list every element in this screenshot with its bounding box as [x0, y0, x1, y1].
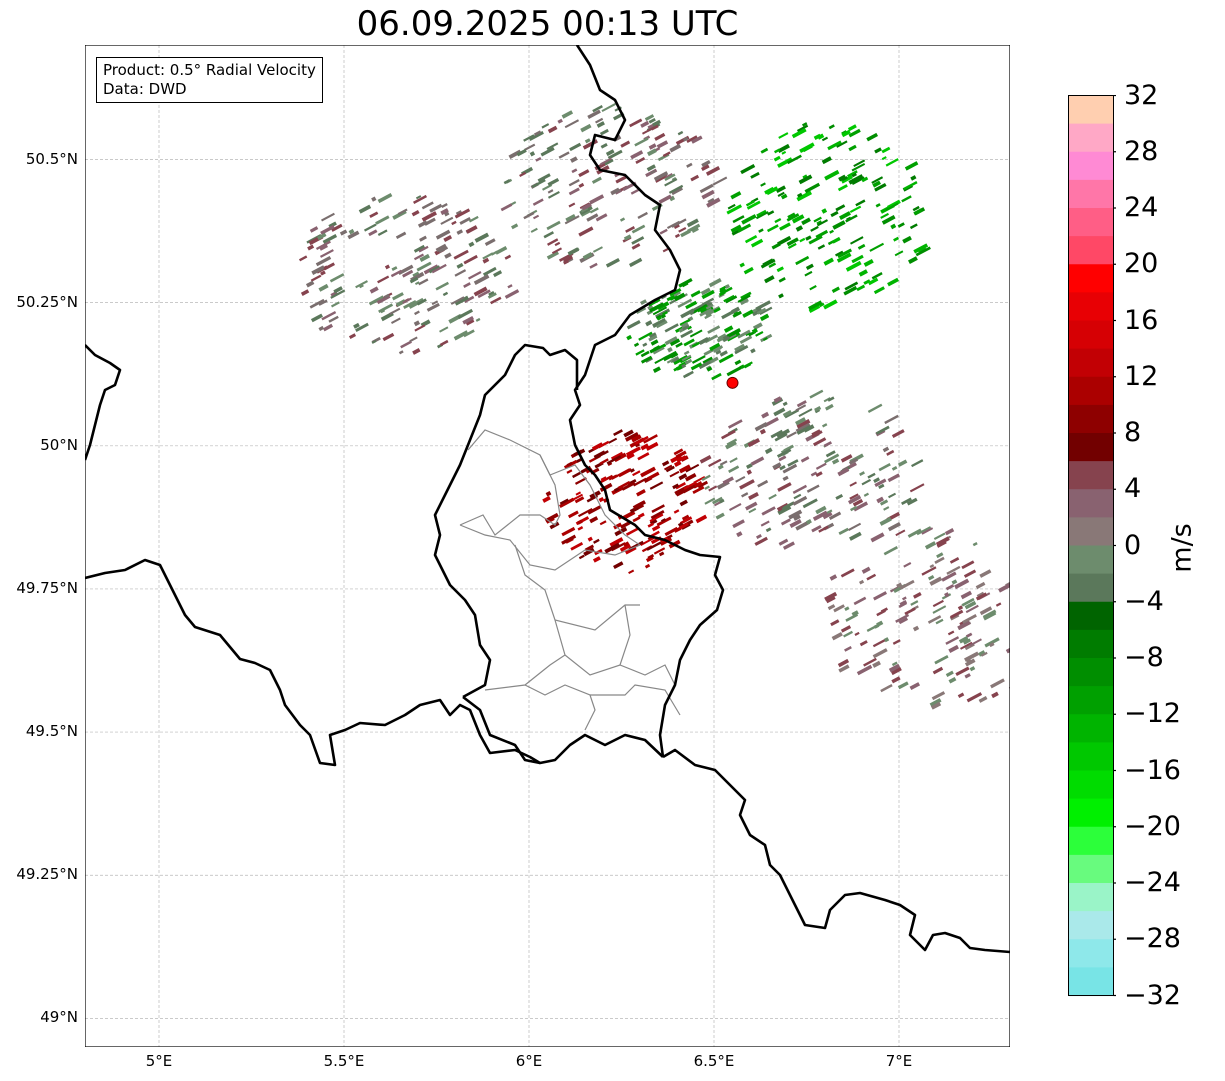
- colorbar-tick-label: −16: [1124, 754, 1181, 786]
- colorbar-tick-label: −28: [1124, 923, 1181, 955]
- colorbar-tick-label: −12: [1124, 698, 1181, 730]
- colorbar-cell: [1068, 517, 1114, 547]
- product-info-box: Product: 0.5° Radial Velocity Data: DWD: [96, 57, 323, 103]
- country-borders: [85, 45, 1010, 954]
- colorbar-cell: [1068, 770, 1114, 800]
- colorbar-cell: [1068, 123, 1114, 153]
- colorbar-cell: [1068, 489, 1114, 518]
- colorbar-tick-label: 12: [1124, 360, 1159, 392]
- colorbar-cell: [1068, 714, 1114, 743]
- colorbar-cell: [1068, 376, 1114, 406]
- latitude-tick-label: 50.5°N: [25, 149, 78, 168]
- radar-echoes: [298, 103, 1010, 710]
- colorbar-tick-label: 8: [1124, 417, 1142, 448]
- colorbar-cell: [1068, 826, 1114, 856]
- longitude-tick-label: 5°E: [145, 1052, 173, 1070]
- colorbar-cell: [1068, 658, 1114, 687]
- colorbar-cell: [1068, 179, 1114, 209]
- colorbar-cell: [1068, 433, 1114, 462]
- colorbar-tick-label: 16: [1124, 304, 1159, 336]
- colorbar-tick-label: −4: [1124, 585, 1164, 617]
- longitude-tick-label: 6.5°E: [693, 1052, 735, 1070]
- longitude-tick-label: 5.5°E: [323, 1052, 365, 1070]
- colorbar: [1068, 95, 1116, 997]
- colorbar-cell: [1068, 686, 1114, 715]
- colorbar-cell: [1068, 320, 1114, 350]
- colorbar-tick-label: 24: [1124, 192, 1159, 223]
- echo-cluster-outbound: [298, 192, 520, 355]
- graticule: [85, 45, 1010, 1047]
- colorbar-cell: [1068, 208, 1114, 237]
- radar-map: [85, 45, 1010, 1047]
- colorbar-tick-label: 0: [1124, 529, 1142, 561]
- colorbar-cell: [1068, 545, 1114, 575]
- latitude-tick-label: 50.25°N: [16, 292, 78, 311]
- colorbar-cell: [1068, 742, 1114, 772]
- latitude-tick-label: 50°N: [40, 435, 78, 454]
- echo-cluster-outbound: [500, 103, 728, 269]
- colorbar-tick-label: −8: [1124, 642, 1164, 673]
- colorbar-tick-label: 4: [1124, 473, 1142, 505]
- colorbar-cell: [1068, 348, 1114, 378]
- colorbar-cell: [1068, 151, 1114, 181]
- colorbar-tick-label: 28: [1124, 135, 1159, 167]
- colorbar-cell: [1068, 629, 1114, 659]
- longitude-tick-label: 7°E: [885, 1052, 913, 1070]
- latitude-tick-label: 49°N: [40, 1008, 78, 1027]
- product-label: Product: 0.5° Radial Velocity: [103, 61, 316, 79]
- colorbar-cell: [1068, 404, 1114, 434]
- colorbar-tick-label: 32: [1124, 79, 1159, 111]
- colorbar-cell: [1068, 798, 1114, 828]
- colorbar-cell: [1068, 911, 1114, 940]
- colorbar-cell: [1068, 854, 1114, 884]
- radar-site-dot: [726, 376, 739, 389]
- data-source-label: Data: DWD: [103, 80, 187, 98]
- colorbar-cell: [1068, 236, 1114, 265]
- echo-cluster-outbound: [699, 389, 925, 550]
- map-title: 06.09.2025 00:13 UTC: [356, 4, 739, 44]
- echo-cluster-inbound-light: [626, 277, 773, 381]
- colorbar-cell: [1068, 264, 1114, 293]
- colorbar-cell: [1068, 883, 1114, 912]
- colorbar-cell: [1068, 292, 1114, 322]
- colorbar-unit-label: m/s: [1166, 523, 1198, 573]
- colorbar-cell: [1068, 95, 1114, 125]
- longitude-tick-label: 6°E: [515, 1052, 543, 1070]
- canton-boundaries: [459, 429, 681, 731]
- echo-cluster-inbound: [726, 122, 931, 314]
- latitude-tick-label: 49.5°N: [25, 722, 78, 741]
- echo-cluster-outbound-strong: [542, 429, 709, 575]
- radar-site-marker: [726, 376, 739, 389]
- colorbar-tick-label: −24: [1124, 867, 1181, 898]
- colorbar-cell: [1068, 461, 1114, 490]
- latitude-tick-label: 49.25°N: [16, 865, 78, 884]
- colorbar-tick-label: 20: [1124, 248, 1159, 280]
- colorbar-tick-label: −20: [1124, 810, 1181, 842]
- colorbar-cell: [1068, 601, 1114, 631]
- latitude-tick-label: 49.75°N: [16, 578, 78, 597]
- colorbar-cell: [1068, 573, 1114, 603]
- echo-cluster-outbound-light: [824, 526, 1010, 710]
- colorbar-cell: [1068, 939, 1114, 968]
- colorbar-cell: [1068, 967, 1114, 997]
- colorbar-tick-label: −32: [1124, 979, 1181, 1011]
